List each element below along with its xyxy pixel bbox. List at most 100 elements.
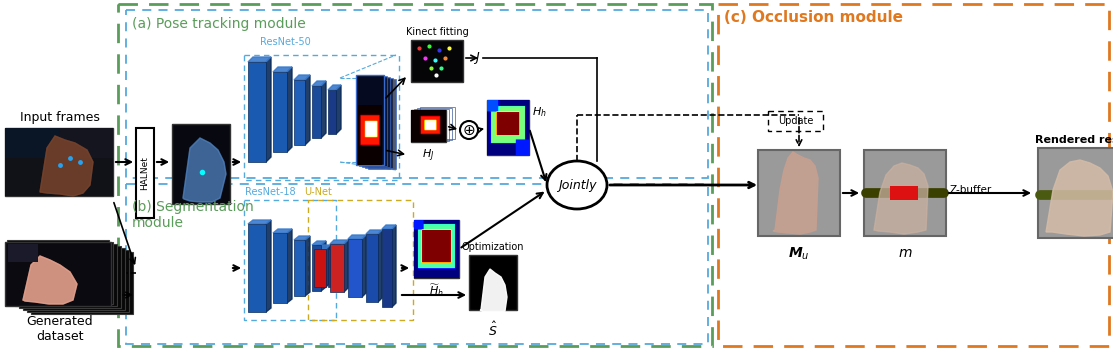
Bar (312, 86, 321, 138)
Polygon shape (366, 230, 382, 234)
Polygon shape (874, 163, 928, 234)
Bar (1038, 148, 1113, 238)
Bar (487, 100, 529, 155)
Bar (417, 108, 452, 140)
Polygon shape (382, 225, 396, 229)
Text: Kinect fitting: Kinect fitting (405, 27, 469, 37)
Bar (758, 150, 840, 236)
Polygon shape (1046, 160, 1113, 236)
Ellipse shape (546, 161, 607, 209)
Bar (273, 233, 287, 303)
Polygon shape (248, 220, 270, 224)
Bar (126, 10, 708, 178)
Polygon shape (183, 138, 226, 202)
Text: U-Net: U-Net (304, 187, 332, 197)
Polygon shape (273, 229, 292, 233)
Bar (7, 240, 109, 302)
Polygon shape (326, 245, 329, 287)
Bar (31, 252, 132, 314)
Polygon shape (329, 240, 348, 244)
Bar (864, 150, 946, 236)
Bar (60, 128, 114, 158)
Bar (414, 220, 459, 278)
Polygon shape (362, 235, 366, 297)
Bar (328, 90, 336, 134)
Bar (136, 128, 154, 218)
Text: $J$: $J$ (473, 50, 481, 66)
Text: Z-buffer: Z-buffer (951, 185, 993, 195)
Text: (b) Segmentation
module: (b) Segmentation module (132, 200, 254, 230)
Bar (314, 249, 326, 287)
Bar (4, 128, 114, 196)
Bar (362, 77, 390, 167)
Polygon shape (480, 269, 508, 313)
Bar (27, 250, 129, 312)
Text: Rendered result: Rendered result (1035, 135, 1113, 145)
Polygon shape (344, 240, 348, 292)
Bar (19, 246, 121, 308)
Text: $\widetilde{H}_h$: $\widetilde{H}_h$ (429, 282, 443, 299)
Text: ResNet-50: ResNet-50 (259, 37, 311, 47)
Bar (23, 248, 125, 310)
Text: $\widetilde{D}$: $\widetilde{D}$ (193, 210, 206, 226)
Polygon shape (348, 235, 366, 239)
Text: Optimization: Optimization (462, 242, 524, 252)
Polygon shape (248, 57, 270, 62)
Polygon shape (23, 256, 77, 304)
Polygon shape (774, 152, 818, 234)
Text: $\boldsymbol{M}_u$: $\boldsymbol{M}_u$ (788, 246, 810, 262)
Bar (411, 110, 446, 142)
Bar (718, 4, 1109, 346)
Polygon shape (305, 236, 311, 296)
Polygon shape (294, 75, 311, 80)
Polygon shape (183, 138, 226, 202)
Polygon shape (312, 81, 326, 86)
Text: $H_h$: $H_h$ (532, 105, 546, 119)
Bar (294, 240, 305, 296)
Bar (329, 244, 344, 292)
Polygon shape (305, 75, 311, 145)
Polygon shape (273, 67, 292, 72)
Polygon shape (321, 241, 326, 291)
Bar (14, 244, 117, 306)
Bar (4, 242, 111, 306)
Bar (469, 255, 518, 310)
Polygon shape (266, 220, 270, 312)
Bar (126, 184, 708, 344)
Bar (328, 249, 336, 287)
Text: $\hat{S}$: $\hat{S}$ (489, 321, 498, 339)
Polygon shape (40, 136, 93, 196)
Bar (248, 224, 266, 312)
Polygon shape (294, 236, 311, 240)
Text: $H_J$: $H_J$ (422, 148, 434, 164)
Polygon shape (328, 85, 341, 90)
Polygon shape (378, 230, 382, 302)
Bar (308, 200, 413, 320)
Polygon shape (287, 67, 292, 152)
Bar (244, 55, 398, 180)
Bar (8, 244, 38, 262)
Text: Jointly: Jointly (558, 178, 597, 191)
Bar (359, 76, 387, 166)
Bar (244, 200, 336, 320)
Text: $m$: $m$ (898, 246, 913, 260)
Bar (365, 78, 393, 168)
Bar (768, 111, 823, 131)
Text: (c) Occlusion module: (c) Occlusion module (723, 10, 903, 25)
Bar (173, 124, 230, 204)
Bar (420, 107, 455, 139)
Polygon shape (287, 229, 292, 303)
Polygon shape (40, 136, 93, 196)
Text: ResNet-18: ResNet-18 (245, 187, 295, 197)
Text: HALNet: HALNet (140, 156, 149, 190)
Polygon shape (23, 256, 77, 304)
Bar (382, 229, 392, 307)
Text: $\oplus$: $\oplus$ (462, 122, 475, 138)
Circle shape (460, 121, 477, 139)
Bar (414, 109, 449, 141)
Bar (890, 186, 918, 200)
Bar (368, 79, 396, 169)
Polygon shape (312, 241, 326, 245)
Bar (11, 242, 114, 304)
Bar (356, 75, 384, 165)
